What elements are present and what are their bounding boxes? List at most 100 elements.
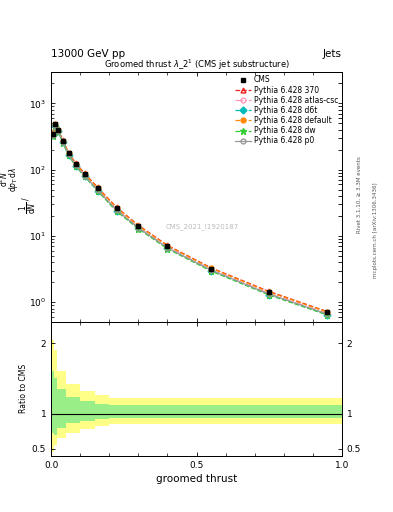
CMS — [50, 131, 55, 137]
Pythia 6.428 dw — [267, 292, 272, 298]
Line: Pythia 6.428 370: Pythia 6.428 370 — [50, 121, 330, 314]
Pythia 6.428 dw — [73, 163, 78, 169]
Pythia 6.428 d6t — [267, 291, 272, 297]
Pythia 6.428 d6t — [50, 132, 55, 138]
Text: $\mathrm{d}p_T\,\mathrm{d}\lambda$: $\mathrm{d}p_T\,\mathrm{d}\lambda$ — [7, 167, 20, 191]
Text: $\mathrm{d}^2N$: $\mathrm{d}^2N$ — [0, 171, 10, 187]
Pythia 6.428 atlas-csc — [267, 290, 272, 296]
Text: 13000 GeV pp: 13000 GeV pp — [51, 49, 125, 59]
Pythia 6.428 p0 — [73, 162, 78, 168]
Pythia 6.428 default — [53, 121, 58, 127]
Pythia 6.428 dw — [53, 123, 58, 129]
CMS — [114, 205, 119, 211]
Pythia 6.428 p0 — [50, 132, 55, 138]
Text: CMS_2021_I1920187: CMS_2021_I1920187 — [166, 224, 239, 230]
Pythia 6.428 dw — [61, 140, 65, 146]
Line: Pythia 6.428 atlas-csc: Pythia 6.428 atlas-csc — [50, 122, 330, 316]
Pythia 6.428 370 — [61, 137, 65, 143]
CMS — [95, 185, 100, 191]
Pythia 6.428 dw — [165, 246, 170, 252]
Pythia 6.428 370 — [165, 242, 170, 248]
Pythia 6.428 370 — [136, 222, 141, 228]
CMS — [56, 127, 61, 134]
Pythia 6.428 p0 — [53, 122, 58, 129]
Pythia 6.428 p0 — [56, 128, 61, 134]
Pythia 6.428 atlas-csc — [114, 206, 119, 212]
Pythia 6.428 dw — [209, 268, 213, 274]
Pythia 6.428 default — [325, 309, 330, 315]
Pythia 6.428 370 — [66, 150, 71, 156]
Pythia 6.428 atlas-csc — [61, 138, 65, 144]
CMS — [61, 138, 65, 144]
Pythia 6.428 default — [114, 205, 119, 211]
Pythia 6.428 default — [66, 150, 71, 156]
Pythia 6.428 dw — [66, 152, 71, 158]
Pythia 6.428 default — [73, 161, 78, 167]
X-axis label: groomed thrust: groomed thrust — [156, 474, 237, 484]
Pythia 6.428 p0 — [325, 311, 330, 317]
Pythia 6.428 default — [267, 289, 272, 295]
Pythia 6.428 d6t — [136, 225, 141, 231]
Line: Pythia 6.428 p0: Pythia 6.428 p0 — [50, 123, 330, 316]
Y-axis label: Ratio to CMS: Ratio to CMS — [19, 365, 28, 414]
Pythia 6.428 atlas-csc — [82, 172, 87, 178]
Pythia 6.428 370 — [267, 288, 272, 294]
CMS — [165, 243, 170, 249]
Pythia 6.428 default — [165, 243, 170, 249]
Line: Pythia 6.428 dw: Pythia 6.428 dw — [49, 122, 331, 318]
Pythia 6.428 atlas-csc — [325, 310, 330, 316]
Pythia 6.428 370 — [73, 160, 78, 166]
Text: Jets: Jets — [323, 49, 342, 59]
Pythia 6.428 370 — [56, 126, 61, 133]
CMS — [325, 309, 330, 315]
Pythia 6.428 default — [50, 130, 55, 136]
Pythia 6.428 370 — [53, 121, 58, 127]
CMS — [82, 171, 87, 177]
Pythia 6.428 d6t — [53, 122, 58, 129]
Pythia 6.428 dw — [95, 188, 100, 194]
CMS — [267, 289, 272, 295]
Pythia 6.428 p0 — [136, 225, 141, 231]
Text: mcplots.cern.ch [arXiv:1306.3436]: mcplots.cern.ch [arXiv:1306.3436] — [373, 183, 378, 278]
Pythia 6.428 p0 — [95, 187, 100, 193]
Pythia 6.428 d6t — [95, 187, 100, 194]
Pythia 6.428 default — [56, 127, 61, 133]
Pythia 6.428 d6t — [56, 128, 61, 134]
Pythia 6.428 default — [61, 138, 65, 144]
Pythia 6.428 370 — [50, 130, 55, 136]
Pythia 6.428 atlas-csc — [50, 131, 55, 137]
Pythia 6.428 atlas-csc — [95, 186, 100, 193]
Pythia 6.428 default — [95, 185, 100, 191]
Pythia 6.428 default — [136, 223, 141, 229]
Pythia 6.428 p0 — [114, 207, 119, 213]
Pythia 6.428 370 — [95, 184, 100, 190]
Pythia 6.428 p0 — [82, 173, 87, 179]
Pythia 6.428 dw — [114, 208, 119, 215]
Pythia 6.428 370 — [82, 170, 87, 176]
Pythia 6.428 d6t — [61, 139, 65, 145]
CMS — [209, 266, 213, 272]
Pythia 6.428 atlas-csc — [165, 244, 170, 250]
Line: Pythia 6.428 default: Pythia 6.428 default — [50, 122, 330, 314]
Pythia 6.428 atlas-csc — [56, 127, 61, 134]
Pythia 6.428 dw — [82, 173, 87, 179]
Pythia 6.428 atlas-csc — [136, 224, 141, 230]
Pythia 6.428 d6t — [66, 152, 71, 158]
Title: Groomed thrust $\lambda\_2^1$ (CMS jet substructure): Groomed thrust $\lambda\_2^1$ (CMS jet s… — [104, 57, 289, 72]
Pythia 6.428 d6t — [209, 267, 213, 273]
CMS — [136, 223, 141, 229]
Pythia 6.428 p0 — [165, 245, 170, 251]
Pythia 6.428 p0 — [61, 139, 65, 145]
Pythia 6.428 d6t — [82, 173, 87, 179]
Pythia 6.428 dw — [325, 312, 330, 318]
Text: $\dfrac{1}{\mathrm{d}N}$ /: $\dfrac{1}{\mathrm{d}N}$ / — [17, 196, 38, 214]
Pythia 6.428 d6t — [73, 163, 78, 169]
Pythia 6.428 370 — [209, 265, 213, 271]
Legend: CMS, Pythia 6.428 370, Pythia 6.428 atlas-csc, Pythia 6.428 d6t, Pythia 6.428 de: CMS, Pythia 6.428 370, Pythia 6.428 atla… — [233, 74, 340, 147]
CMS — [66, 151, 71, 157]
Pythia 6.428 370 — [114, 204, 119, 210]
Pythia 6.428 atlas-csc — [73, 162, 78, 168]
Pythia 6.428 d6t — [165, 245, 170, 251]
CMS — [53, 121, 58, 127]
Text: Rivet 3.1.10, ≥ 3.3M events: Rivet 3.1.10, ≥ 3.3M events — [357, 156, 362, 233]
